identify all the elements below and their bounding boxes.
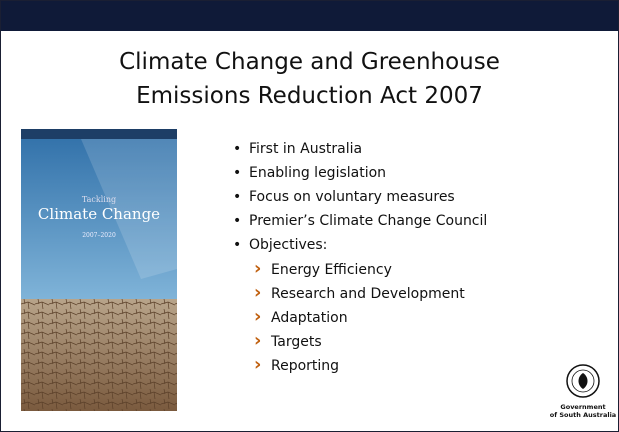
cover-image: Tackling Climate Change 2007–2020	[21, 129, 177, 411]
bullet-item: First in Australia	[233, 137, 487, 161]
logo-emblem	[565, 363, 601, 399]
bullet-item: Premier’s Climate Change Council	[233, 209, 487, 233]
logo-text: of South Australia	[549, 411, 617, 419]
title-line: Emissions Reduction Act 2007	[1, 83, 618, 109]
cover-text: 2007–2020	[82, 232, 116, 239]
bullet-item: Enabling legislation	[233, 161, 487, 185]
bullet-item: Focus on voluntary measures	[233, 185, 487, 209]
bullet-item: Objectives:	[233, 233, 487, 257]
sub-bullet-item: Energy Efficiency	[254, 257, 465, 281]
sub-bullet-item: Targets	[254, 329, 465, 353]
title-line: Climate Change and Greenhouse	[1, 49, 618, 75]
sub-bullet-list: Energy EfficiencyResearch and Developmen…	[254, 257, 465, 377]
sub-bullet-item: Reporting	[254, 353, 465, 377]
header-bar	[1, 1, 618, 31]
cover-text: Tackling	[82, 195, 116, 204]
logo-text: Government	[549, 403, 617, 411]
slide: Climate Change and Greenhouse Emissions …	[0, 0, 619, 432]
cover-text: Climate Change	[38, 205, 160, 223]
logo: Government of South Australia	[549, 363, 617, 419]
sub-bullet-item: Adaptation	[254, 305, 465, 329]
bullet-list: First in AustraliaEnabling legislationFo…	[233, 137, 487, 257]
sub-bullet-item: Research and Development	[254, 281, 465, 305]
